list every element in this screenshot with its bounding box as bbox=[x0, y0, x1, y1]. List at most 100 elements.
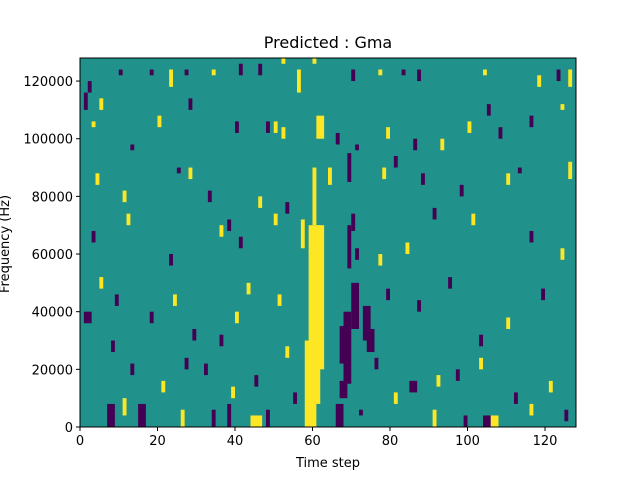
heatmap-cell-low-33 bbox=[184, 69, 189, 76]
x-tick-label: 60 bbox=[304, 434, 321, 449]
heatmap-cell-low-50 bbox=[188, 98, 193, 110]
heatmap-cell-low-124 bbox=[564, 409, 569, 422]
y-tick-label: 20000 bbox=[32, 363, 73, 378]
heatmap-cell-high-54 bbox=[281, 127, 286, 139]
heatmap-cell-high-97 bbox=[173, 294, 177, 306]
heatmap-cell-high-68 bbox=[188, 167, 193, 180]
heatmap-cell-low-18 bbox=[107, 403, 115, 427]
heatmap-cell-high-114 bbox=[231, 386, 235, 399]
heatmap-cell-high-64 bbox=[560, 104, 565, 110]
heatmap-cell-low-103 bbox=[386, 288, 390, 301]
x-axis-label: Time step bbox=[295, 456, 360, 471]
heatmap-cell-high-34 bbox=[211, 69, 216, 76]
heatmap-cell-high-16 bbox=[250, 415, 263, 427]
heatmap-cell-low-10 bbox=[351, 213, 356, 231]
heatmap-cell-low-27 bbox=[87, 81, 92, 93]
heatmap-cell-high-57 bbox=[386, 127, 390, 139]
heatmap-cell-low-85 bbox=[238, 236, 243, 249]
y-tick-label: 0 bbox=[65, 421, 73, 436]
heatmap-cell-high-53 bbox=[273, 121, 278, 133]
heatmap-cell-high-2 bbox=[316, 225, 325, 370]
heatmap-cell-high-100 bbox=[235, 311, 239, 324]
heatmap-cell-low-115 bbox=[254, 375, 259, 387]
heatmap-cell-high-28 bbox=[99, 98, 104, 110]
y-tick-label: 60000 bbox=[32, 248, 73, 263]
heatmap-cell-high-131 bbox=[529, 403, 534, 416]
heatmap-cell-low-46 bbox=[556, 69, 561, 82]
heatmap-cell-low-128 bbox=[227, 403, 232, 427]
heatmap-cell-low-112 bbox=[184, 357, 189, 370]
heatmap-cell-low-109 bbox=[111, 340, 115, 353]
heatmap-cell-high-126 bbox=[180, 409, 185, 427]
plot-frame bbox=[79, 57, 577, 428]
heatmap-cell-low-98 bbox=[192, 328, 197, 341]
heatmap-cell-low-80 bbox=[91, 230, 96, 243]
heatmap-cell-low-105 bbox=[448, 277, 452, 289]
heatmap-cell-high-86 bbox=[273, 213, 278, 226]
heatmap-cell-high-101 bbox=[246, 282, 251, 295]
plot-area bbox=[79, 57, 577, 428]
heatmap-cell-low-9 bbox=[347, 225, 352, 269]
heatmap-cell-low-21 bbox=[483, 415, 491, 427]
heatmap-cell-high-32 bbox=[169, 69, 173, 87]
heatmap-cell-high-118 bbox=[393, 392, 398, 404]
heatmap-cell-high-83 bbox=[219, 225, 224, 237]
heatmap-cell-high-39 bbox=[312, 58, 317, 64]
heatmap-cell-low-122 bbox=[514, 392, 518, 404]
heatmap-cell-low-69 bbox=[207, 190, 212, 203]
heatmap-cell-low-36 bbox=[258, 63, 263, 76]
heatmap-cell-low-56 bbox=[355, 144, 359, 151]
heatmap-cell-low-52 bbox=[266, 121, 270, 133]
y-tick-label: 40000 bbox=[32, 306, 73, 321]
heatmap-cell-low-82 bbox=[169, 254, 173, 266]
heatmap-cell-high-73 bbox=[382, 167, 387, 180]
y-tick-label: 120000 bbox=[23, 75, 73, 90]
heatmap-cell-high-44 bbox=[483, 69, 487, 76]
heatmap-cell-low-58 bbox=[413, 138, 418, 151]
heatmap-cell-low-30 bbox=[118, 69, 123, 76]
heatmap-cell-low-71 bbox=[285, 202, 290, 214]
heatmap-cell-low-63 bbox=[529, 115, 534, 128]
heatmap-cell-low-90 bbox=[432, 207, 437, 220]
heatmap-cell-low-14 bbox=[335, 403, 344, 427]
heatmap-cell-high-111 bbox=[161, 380, 166, 393]
heatmap-cell-low-106 bbox=[479, 334, 483, 347]
heatmap-cell-high-1 bbox=[304, 340, 317, 427]
heatmap-cell-high-45 bbox=[537, 75, 542, 87]
heatmap-cell-high-79 bbox=[568, 161, 573, 180]
heatmap-cell-high-0 bbox=[308, 225, 321, 404]
heatmap-cell-low-75 bbox=[421, 173, 425, 185]
heatmap-cell-high-59 bbox=[440, 138, 445, 151]
heatmap-cell-high-41 bbox=[378, 69, 383, 76]
y-axis: 0 20000 40000 60000 80000 100000 120000 bbox=[23, 75, 80, 436]
heatmap-cell-high-88 bbox=[378, 254, 383, 266]
heatmap-cell-low-26 bbox=[83, 92, 88, 110]
heatmap-cell-high-94 bbox=[99, 277, 104, 289]
heatmap-cell-low-35 bbox=[238, 63, 243, 76]
heatmap-cell-low-108 bbox=[541, 288, 545, 301]
heatmap-cell-low-113 bbox=[204, 363, 208, 376]
y-tick-label: 80000 bbox=[32, 190, 73, 205]
heatmap-cell-high-38 bbox=[281, 58, 286, 64]
heatmap-cell-low-23 bbox=[409, 380, 418, 393]
heatmap-cell-low-19 bbox=[266, 409, 270, 427]
heatmap-cell-low-48 bbox=[130, 144, 135, 151]
heatmap-cell-low-43 bbox=[417, 69, 421, 82]
heatmap-cell-high-65 bbox=[95, 173, 100, 185]
heatmap-cell-low-31 bbox=[149, 69, 154, 76]
heatmap-cell-high-81 bbox=[126, 213, 131, 226]
heatmap-cell-low-17 bbox=[138, 403, 146, 427]
heatmap-cell-low-25 bbox=[83, 311, 92, 324]
heatmap-cell-high-5 bbox=[316, 115, 325, 139]
heatmap-cell-high-77 bbox=[506, 173, 511, 185]
heatmap-cell-high-22 bbox=[490, 415, 499, 427]
heatmap-cell-high-102 bbox=[277, 294, 282, 306]
heatmap-cell-high-91 bbox=[471, 213, 476, 226]
heatmap-cell-low-8 bbox=[339, 326, 344, 364]
heatmap-cell-low-55 bbox=[335, 132, 340, 145]
heatmap-cell-low-96 bbox=[149, 311, 154, 324]
heatmap-cell-low-117 bbox=[374, 357, 379, 370]
heatmap-cell-high-125 bbox=[122, 398, 127, 416]
heatmap-cell-low-51 bbox=[235, 121, 239, 133]
